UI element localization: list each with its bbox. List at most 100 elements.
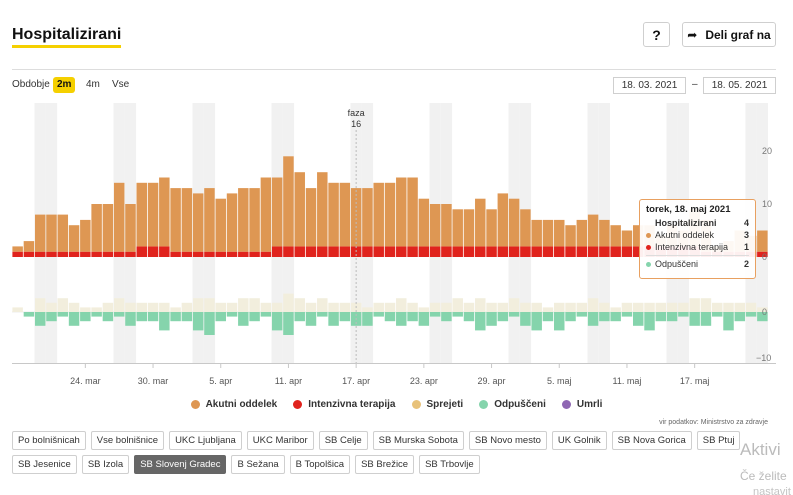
icu-bar xyxy=(260,251,272,257)
period-all-button[interactable]: Vse xyxy=(112,79,130,90)
acute-bar xyxy=(441,204,452,247)
admitted-bar xyxy=(170,307,181,312)
hospital-tab[interactable]: UKC Maribor xyxy=(246,431,314,450)
y-tick-label: 0 xyxy=(762,307,767,317)
acute-bar xyxy=(102,204,114,252)
admitted-bar xyxy=(46,302,57,312)
hospital-tab[interactable]: B Sežana xyxy=(231,455,285,474)
legend-item-deceased[interactable]: Umrli xyxy=(561,399,602,410)
icu-bar xyxy=(23,251,35,257)
hospital-tab[interactable]: SB Slovenj Gradec xyxy=(134,455,227,474)
hospital-tab[interactable]: SB Izola xyxy=(81,455,130,474)
discharged-dot-icon xyxy=(646,261,651,267)
acute-bar xyxy=(407,177,418,247)
hospital-tab[interactable]: SB Murska Sobota xyxy=(372,431,464,450)
admitted-bar xyxy=(57,298,69,312)
help-button[interactable]: ? xyxy=(643,22,670,47)
admitted-bar xyxy=(463,302,475,312)
discharged-bar xyxy=(249,312,260,322)
hospital-tab[interactable]: SB Ptuj xyxy=(696,431,741,450)
discharged-bar xyxy=(46,312,57,322)
tooltip-label: Intenzivna terapija xyxy=(655,242,729,252)
discharged-bar xyxy=(91,312,102,317)
hospital-tab[interactable]: SB Jesenice xyxy=(12,455,77,474)
admitted-bar xyxy=(249,298,260,312)
discharged-bar xyxy=(362,312,373,326)
hospital-tab[interactable]: UK Golnik xyxy=(551,431,607,450)
phase-annotation: faza xyxy=(348,108,365,118)
acute-bar xyxy=(418,198,430,247)
acute-bar xyxy=(610,225,621,247)
y-tick-label: 20 xyxy=(762,146,772,156)
admitted-bar xyxy=(678,302,689,312)
admitted-bar xyxy=(429,302,441,312)
tooltip-row-total: Hospitalizirani 4 xyxy=(646,217,749,229)
discharged-bar xyxy=(644,312,655,331)
period-4m-button[interactable]: 4m xyxy=(86,79,100,90)
tooltip-row-icu: Intenzivna terapija 1 xyxy=(646,241,749,253)
acute-bar xyxy=(23,241,35,252)
discharged-bar xyxy=(475,312,486,331)
date-to-input[interactable]: 18. 05. 2021 xyxy=(703,77,776,94)
hospital-tab[interactable]: Vse bolnišnice xyxy=(90,431,165,450)
icu-bar xyxy=(407,246,418,257)
hospital-tab[interactable]: SB Nova Gorica xyxy=(611,431,692,450)
date-from-input[interactable]: 18. 03. 2021 xyxy=(613,77,686,94)
acute-bar xyxy=(192,193,204,252)
admitted-bar xyxy=(666,302,678,312)
discharged-bar xyxy=(125,312,136,326)
tooltip-value: 1 xyxy=(743,242,749,252)
hospital-tab[interactable]: UKC Ljubljana xyxy=(169,431,242,450)
share-button-label: Deli graf na xyxy=(705,27,771,42)
chart-tooltip: torek, 18. maj 2021 Hospitalizirani 4 Ak… xyxy=(639,199,756,279)
icu-bar xyxy=(531,246,542,257)
period-2m-button[interactable]: 2m xyxy=(53,77,76,93)
discharged-bar xyxy=(497,312,509,322)
legend-dot-icon xyxy=(561,400,571,409)
admitted-bar xyxy=(373,302,384,312)
hospital-tab[interactable]: B Topolšica xyxy=(289,455,351,474)
acute-bar xyxy=(429,204,441,247)
acute-bar xyxy=(80,219,91,252)
discharged-bar xyxy=(317,312,328,317)
hospital-tab[interactable]: SB Trbovlje xyxy=(419,455,480,474)
hospital-tab[interactable]: SB Novo mesto xyxy=(468,431,547,450)
discharged-bar xyxy=(700,312,712,326)
admitted-bar xyxy=(102,302,114,312)
legend-item-acute[interactable]: Akutni oddelek xyxy=(190,399,277,410)
legend-dot-icon xyxy=(479,400,489,409)
activation-watermark-sub: Če želite xyxy=(740,469,787,483)
admitted-bar xyxy=(113,298,125,312)
acute-bar xyxy=(170,188,181,252)
discharged-bar xyxy=(554,312,565,331)
legend-item-icu[interactable]: Intenzivna terapija xyxy=(293,399,396,410)
tooltip-value: 2 xyxy=(743,259,749,269)
icu-bar xyxy=(610,246,621,257)
header-divider xyxy=(12,69,776,70)
discharged-bar xyxy=(294,312,305,322)
icu-bar xyxy=(271,246,283,257)
discharged-bar xyxy=(23,312,35,317)
acute-bar xyxy=(554,219,565,247)
icu-bar xyxy=(80,251,91,257)
acute-bar xyxy=(520,209,531,247)
admitted-bar xyxy=(475,298,486,312)
x-tick-label: 11. apr xyxy=(275,376,302,386)
acute-bar xyxy=(463,209,475,247)
hospital-tab[interactable]: SB Brežice xyxy=(355,455,415,474)
admitted-bar xyxy=(136,302,148,312)
data-source: vir podatkov: Ministrstvo za zdravje xyxy=(659,419,768,426)
share-button[interactable]: ➦ Deli graf na xyxy=(682,22,776,47)
admitted-bar xyxy=(305,302,317,312)
acute-bar xyxy=(181,188,193,252)
legend-item-discharged[interactable]: Odpuščeni xyxy=(479,399,546,410)
hospital-tab[interactable]: Po bolnišnicah xyxy=(12,431,86,450)
admitted-bar xyxy=(711,302,723,312)
icu-bar xyxy=(520,246,531,257)
legend-item-admitted[interactable]: Sprejeti xyxy=(411,399,463,410)
discharged-bar xyxy=(384,312,396,322)
admitted-bar xyxy=(80,307,91,312)
hospital-tab[interactable]: SB Celje xyxy=(318,431,368,450)
icu-bar xyxy=(102,251,114,257)
icu-bar xyxy=(136,246,148,257)
